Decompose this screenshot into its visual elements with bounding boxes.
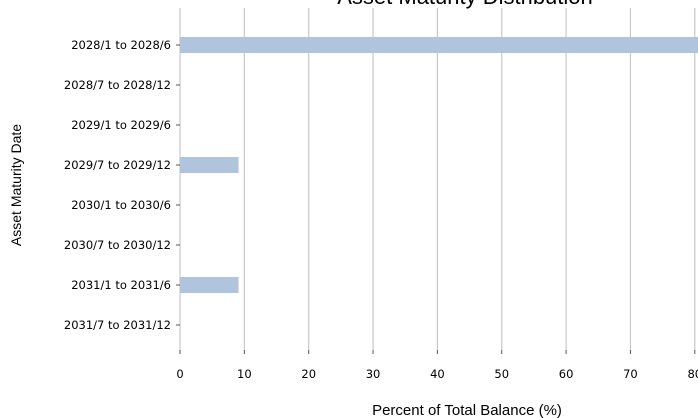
bar xyxy=(180,277,239,293)
x-tick-label: 10 xyxy=(237,367,252,381)
bar xyxy=(180,37,698,53)
chart-title: Asset Maturity Distribution xyxy=(337,0,593,9)
x-tick-label: 70 xyxy=(623,367,638,381)
y-axis: 2028/1 to 2028/6 2028/7 to 2028/12 2029/1 … xyxy=(64,38,180,332)
grid xyxy=(179,8,696,350)
y-tick-label: 2030/7 to 2030/12 xyxy=(64,238,171,252)
y-tick-label: 2028/7 to 2028/12 xyxy=(64,78,171,92)
y-tick-label: 2031/1 to 2031/6 xyxy=(71,278,171,292)
y-tick-label: 2030/1 to 2030/6 xyxy=(71,198,171,212)
x-tick-label: 50 xyxy=(494,367,509,381)
x-tick-label: 30 xyxy=(366,367,381,381)
y-tick-label: 2028/1 to 2028/6 xyxy=(71,38,171,52)
x-tick-label: 80 xyxy=(687,367,698,381)
y-axis-label: Asset Maturity Date xyxy=(8,124,24,246)
x-tick-label: 20 xyxy=(301,367,316,381)
bar xyxy=(180,157,239,173)
x-tick-label: 40 xyxy=(430,367,445,381)
bars xyxy=(180,37,698,293)
x-tick-label: 0 xyxy=(176,367,183,381)
y-tick-label: 2029/1 to 2029/6 xyxy=(71,118,171,132)
x-axis: 0 10 20 30 40 50 60 70 80 xyxy=(176,350,698,381)
x-axis-label: Percent of Total Balance (%) xyxy=(372,402,562,418)
y-tick-label: 2031/7 to 2031/12 xyxy=(64,318,171,332)
y-tick-label: 2029/7 to 2029/12 xyxy=(64,158,171,172)
x-tick-label: 60 xyxy=(559,367,574,381)
